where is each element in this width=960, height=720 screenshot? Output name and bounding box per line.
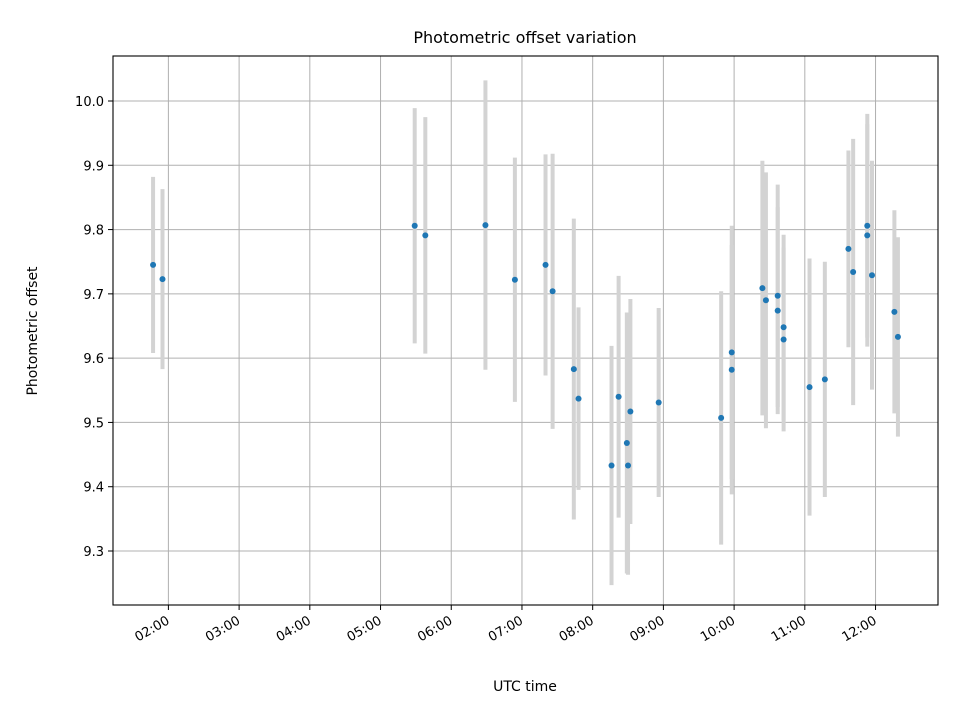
data-point	[891, 308, 898, 315]
y-tick-label: 9.8	[83, 224, 104, 239]
data-point	[806, 384, 813, 391]
data-point	[549, 288, 556, 295]
y-tick-label: 9.6	[83, 352, 104, 367]
y-tick-label: 9.7	[83, 288, 104, 303]
data-point	[150, 261, 157, 268]
data-point	[864, 232, 871, 239]
data-point	[864, 222, 871, 229]
plot-frame	[112, 55, 939, 606]
data-point	[762, 297, 769, 304]
data-point	[482, 222, 489, 229]
data-point	[570, 366, 577, 373]
grid	[113, 56, 938, 605]
data-point	[728, 349, 735, 356]
data-point	[774, 292, 781, 299]
data-point	[575, 395, 582, 402]
data-point	[422, 232, 429, 239]
chart-title: Photometric offset variation	[413, 28, 636, 47]
data-point	[759, 285, 766, 292]
data-point	[780, 324, 787, 331]
y-axis-label: Photometric offset	[25, 266, 41, 396]
x-axis-label: UTC time	[493, 679, 557, 695]
y-tick-label: 9.5	[83, 416, 104, 431]
data-point	[869, 272, 875, 279]
data-point	[511, 276, 518, 283]
data-point	[845, 245, 852, 252]
data-point	[623, 440, 630, 446]
data-point	[728, 366, 735, 373]
data-point	[718, 414, 725, 421]
data-point	[774, 307, 781, 314]
data-point	[850, 269, 857, 275]
data-point	[542, 261, 549, 268]
y-tick-label: 9.3	[83, 545, 104, 560]
y-axis: 9.3 9.4 9.5 9.6 9.7 9.8 9.9 10.0	[75, 95, 113, 560]
y-tick-label: 10.0	[75, 95, 104, 110]
data-point	[821, 376, 828, 383]
data-point	[159, 276, 166, 283]
data-points	[150, 222, 901, 469]
y-tick-label: 9.4	[83, 481, 104, 496]
data-point	[625, 462, 632, 469]
data-point	[894, 333, 901, 340]
data-point	[615, 393, 622, 400]
data-point	[608, 462, 615, 469]
data-point	[655, 399, 662, 406]
data-point	[780, 336, 787, 343]
y-tick-label: 9.9	[83, 159, 104, 174]
data-point	[411, 222, 418, 229]
data-point	[627, 408, 634, 415]
